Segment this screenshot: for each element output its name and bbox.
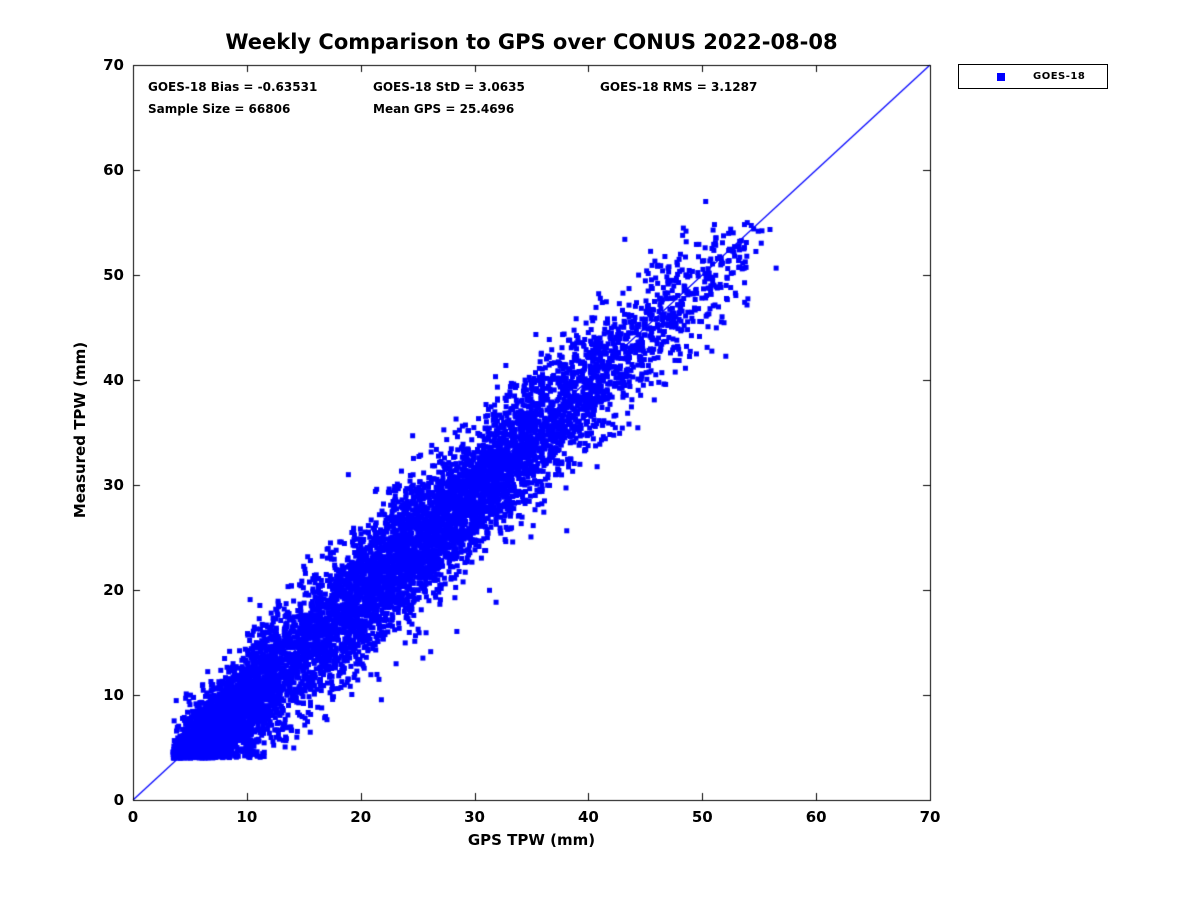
- y-tick-label: 40: [103, 371, 124, 389]
- y-tick-label: 60: [103, 161, 124, 179]
- chart-title: Weekly Comparison to GPS over CONUS 2022…: [225, 30, 838, 54]
- legend-label: GOES-18: [1033, 71, 1086, 82]
- x-tick-label: 10: [236, 808, 258, 826]
- stat-rms: GOES-18 RMS = 3.1287: [600, 80, 758, 94]
- legend: GOES-18: [958, 64, 1108, 89]
- y-tick-label: 0: [113, 791, 124, 809]
- y-tick-label: 50: [103, 266, 124, 284]
- stat-sample-size: Sample Size = 66806: [148, 102, 291, 116]
- x-tick-label: 50: [691, 808, 713, 826]
- y-tick-label: 20: [103, 581, 124, 599]
- x-tick-label: 0: [127, 808, 139, 826]
- legend-marker-square-icon: [997, 72, 1005, 81]
- stat-mean-gps: Mean GPS = 25.4696: [373, 102, 515, 116]
- x-axis-label: GPS TPW (mm): [467, 831, 596, 849]
- x-tick-label: 30: [464, 808, 485, 826]
- x-tick-label: 20: [350, 808, 372, 826]
- x-tick-label: 40: [577, 808, 599, 826]
- y-tick-label: 70: [103, 56, 124, 74]
- y-tick-label: 30: [103, 476, 124, 494]
- y-tick-label: 10: [103, 686, 124, 704]
- stat-std: GOES-18 StD = 3.0635: [373, 80, 525, 94]
- stat-bias: GOES-18 Bias = -0.63531: [148, 80, 318, 94]
- x-tick-label: 70: [919, 808, 941, 826]
- x-tick-label: 60: [805, 808, 827, 826]
